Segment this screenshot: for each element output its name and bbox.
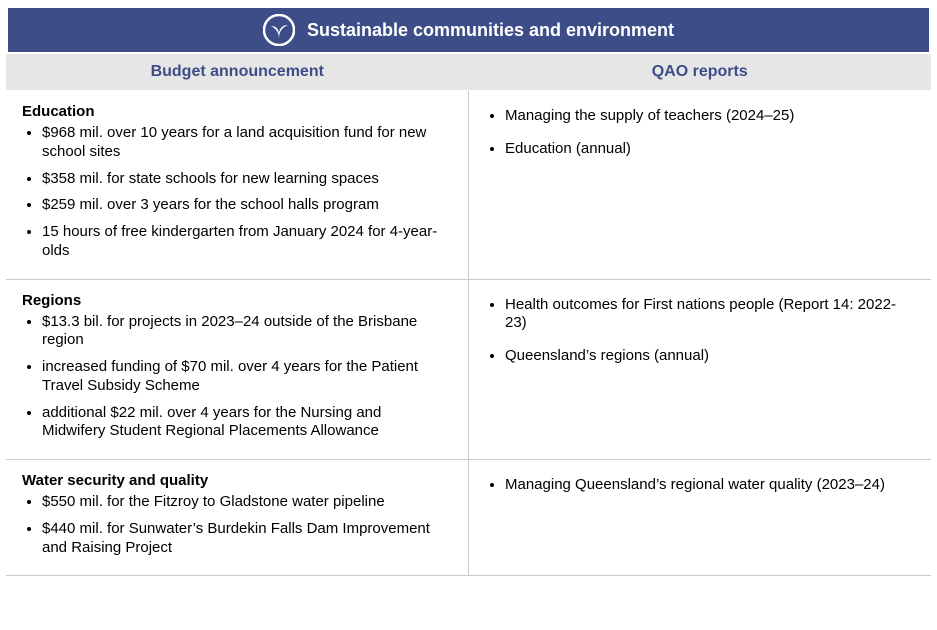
- section-banner: Sustainable communities and environment: [6, 6, 931, 54]
- list-item: $259 mil. over 3 years for the school ha…: [42, 196, 452, 215]
- list-item: $13.3 bil. for projects in 2023–24 outsi…: [42, 313, 452, 351]
- table-row: Education $968 mil. over 10 years for a …: [6, 91, 931, 280]
- col-header-reports: QAO reports: [469, 54, 932, 90]
- list-item: 15 hours of free kindergarten from Janua…: [42, 223, 452, 261]
- list-item: $440 mil. for Sunwater’s Burdekin Falls …: [42, 520, 452, 558]
- reports-cell: Managing Queensland’s regional water qua…: [468, 460, 931, 575]
- list-item: Managing Queensland’s regional water qua…: [505, 476, 915, 495]
- column-headers: Budget announcement QAO reports: [6, 54, 931, 91]
- topic-heading: Water security and quality: [22, 472, 452, 489]
- list-item: $550 mil. for the Fitzroy to Gladstone w…: [42, 493, 452, 512]
- list-item: Queensland’s regions (annual): [505, 347, 915, 366]
- reports-list: Managing Queensland’s regional water qua…: [485, 476, 915, 495]
- list-item: increased funding of $70 mil. over 4 yea…: [42, 358, 452, 396]
- budget-list: $550 mil. for the Fitzroy to Gladstone w…: [22, 493, 452, 557]
- table-container: Sustainable communities and environment …: [6, 6, 931, 576]
- budget-cell: Regions $13.3 bil. for projects in 2023–…: [6, 280, 468, 460]
- topic-heading: Education: [22, 103, 452, 120]
- reports-cell: Health outcomes for First nations people…: [468, 280, 931, 460]
- table-row: Regions $13.3 bil. for projects in 2023–…: [6, 280, 931, 461]
- list-item: Education (annual): [505, 140, 915, 159]
- reports-list: Managing the supply of teachers (2024–25…: [485, 107, 915, 159]
- list-item: additional $22 mil. over 4 years for the…: [42, 404, 452, 442]
- banner-title: Sustainable communities and environment: [307, 20, 674, 41]
- leaf-circle-icon: [263, 14, 295, 46]
- budget-cell: Education $968 mil. over 10 years for a …: [6, 91, 468, 279]
- list-item: $968 mil. over 10 years for a land acqui…: [42, 124, 452, 162]
- list-item: Managing the supply of teachers (2024–25…: [505, 107, 915, 126]
- table-row: Water security and quality $550 mil. for…: [6, 460, 931, 576]
- list-item: $358 mil. for state schools for new lear…: [42, 170, 452, 189]
- budget-list: $13.3 bil. for projects in 2023–24 outsi…: [22, 313, 452, 442]
- col-header-budget: Budget announcement: [6, 54, 469, 90]
- reports-list: Health outcomes for First nations people…: [485, 296, 915, 366]
- topic-heading: Regions: [22, 292, 452, 309]
- reports-cell: Managing the supply of teachers (2024–25…: [468, 91, 931, 279]
- budget-list: $968 mil. over 10 years for a land acqui…: [22, 124, 452, 261]
- list-item: Health outcomes for First nations people…: [505, 296, 915, 334]
- budget-cell: Water security and quality $550 mil. for…: [6, 460, 468, 575]
